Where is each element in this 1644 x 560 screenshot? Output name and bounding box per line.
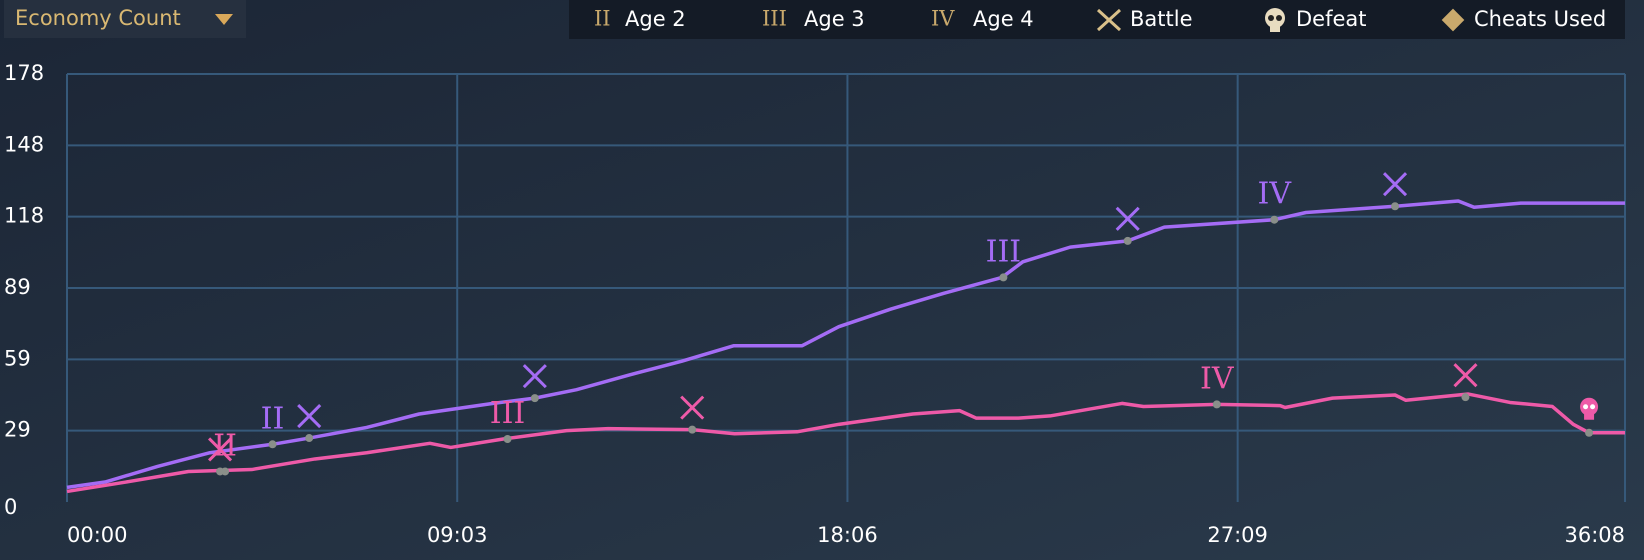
battle-icon [208,437,233,462]
event-point [1212,400,1221,409]
sword [680,395,705,420]
battle-icon [297,403,322,429]
event-point [1270,215,1279,224]
legend-label: Age 2 [625,7,686,31]
battle-icon [522,364,547,389]
legend-label: Cheats Used [1474,7,1606,31]
battle-icon [1453,363,1478,388]
y-tick-label: 118 [4,204,44,228]
battle-icon [680,395,705,420]
sword [1382,172,1408,197]
defeat-icon [1580,397,1599,420]
y-tick-label: 29 [4,418,31,442]
sword [208,437,233,462]
legend-symbol: II [594,7,611,31]
legend-label: Battle [1130,7,1193,31]
legend-label: Defeat [1296,7,1367,31]
dropdown-label[interactable]: Economy Count [15,6,181,30]
skull-eye [1276,15,1282,21]
skull-eye [1583,404,1589,410]
dropdown-box[interactable] [4,0,246,38]
plot: 0 29 59 89 118 148 178 00:00 09:03 18:06 27:09 36:0… [4,61,1626,547]
y-tick-label: 59 [4,346,31,370]
skull [1580,397,1599,416]
dropdown[interactable]: Economy Count [4,0,246,38]
event-point [999,273,1008,282]
legend-label: Age 4 [973,7,1034,31]
battle-icon [1382,172,1408,197]
series-line [66,199,1625,490]
legend-symbol: III [762,7,787,31]
dropdown-arrow[interactable] [215,14,233,25]
event-point [1391,202,1400,211]
y-tick-label: 0 [4,495,17,519]
event-point [216,467,225,476]
event-point [1585,428,1594,437]
skull-eye [1590,404,1596,410]
battle-icon [1115,206,1140,231]
x-tick-label: 36:08 [1564,523,1625,547]
y-tick-label: 178 [4,61,44,85]
legend-bar [569,0,1625,39]
age-marker: II [261,401,285,436]
event-point [1461,393,1470,402]
event-point [688,425,697,434]
event-point [503,435,512,444]
x-tick-label: 09:03 [427,523,488,547]
age-marker: III [490,396,526,431]
event-point [530,394,539,403]
legend: II Age 2 III Age 3 IV Age 4 Battle Defeat Cheats… [594,7,1606,32]
age-marker: III [986,234,1022,269]
legend-symbol: IV [931,7,955,31]
legend-label: Age 3 [804,7,865,31]
age-marker: IV [1200,361,1235,396]
legend-icon [1265,8,1285,32]
x-tick-label: 00:00 [67,523,128,547]
event-point [305,434,314,443]
series-line [66,392,1625,494]
sword [1115,206,1140,231]
sword [297,403,322,429]
skull-jaw [1584,413,1595,420]
x-tick-label: 27:09 [1207,523,1268,547]
skull-jaw [1270,26,1280,32]
sword [1453,363,1478,388]
skull [1265,8,1285,28]
legend-icon [1096,8,1122,32]
x-tick-label: 18:06 [817,523,878,547]
skull-eye [1268,15,1274,21]
sword [1096,8,1122,32]
y-tick-label: 89 [4,275,31,299]
event-point [1123,236,1132,245]
y-tick-label: 148 [4,132,44,156]
age-marker: IV [1258,177,1293,212]
sword [522,364,547,389]
event-point [268,440,277,449]
